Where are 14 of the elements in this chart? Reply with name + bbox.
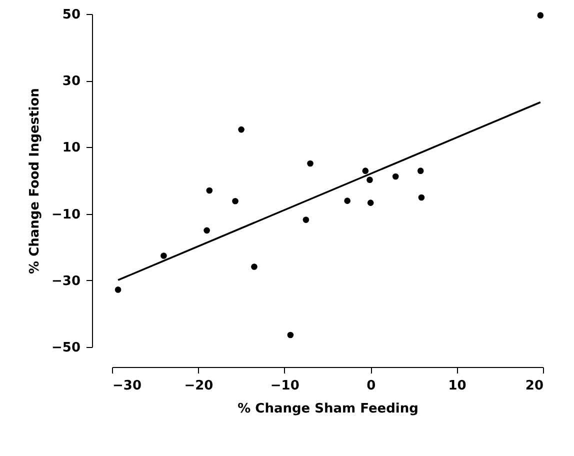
y-tick-label: −10 bbox=[52, 207, 80, 222]
x-tick-label: −10 bbox=[270, 378, 300, 394]
x-tick-label: 0 bbox=[366, 378, 376, 394]
x-tick-label: 20 bbox=[525, 378, 544, 394]
y-tick-label: 30 bbox=[62, 74, 80, 90]
y-axis-title: % Change Food Ingestion bbox=[28, 88, 43, 274]
y-tick-label: −30 bbox=[52, 274, 80, 289]
y-tick-label: 10 bbox=[62, 140, 80, 156]
x-axis-title: % Change Sham Feeding bbox=[238, 402, 418, 416]
y-tick-label: −50 bbox=[52, 340, 80, 356]
x-tick-label: 10 bbox=[448, 378, 466, 394]
y-tick-label: 50 bbox=[62, 8, 80, 22]
x-tick-label: −30 bbox=[112, 378, 142, 394]
x-tick-label: −20 bbox=[184, 378, 214, 394]
